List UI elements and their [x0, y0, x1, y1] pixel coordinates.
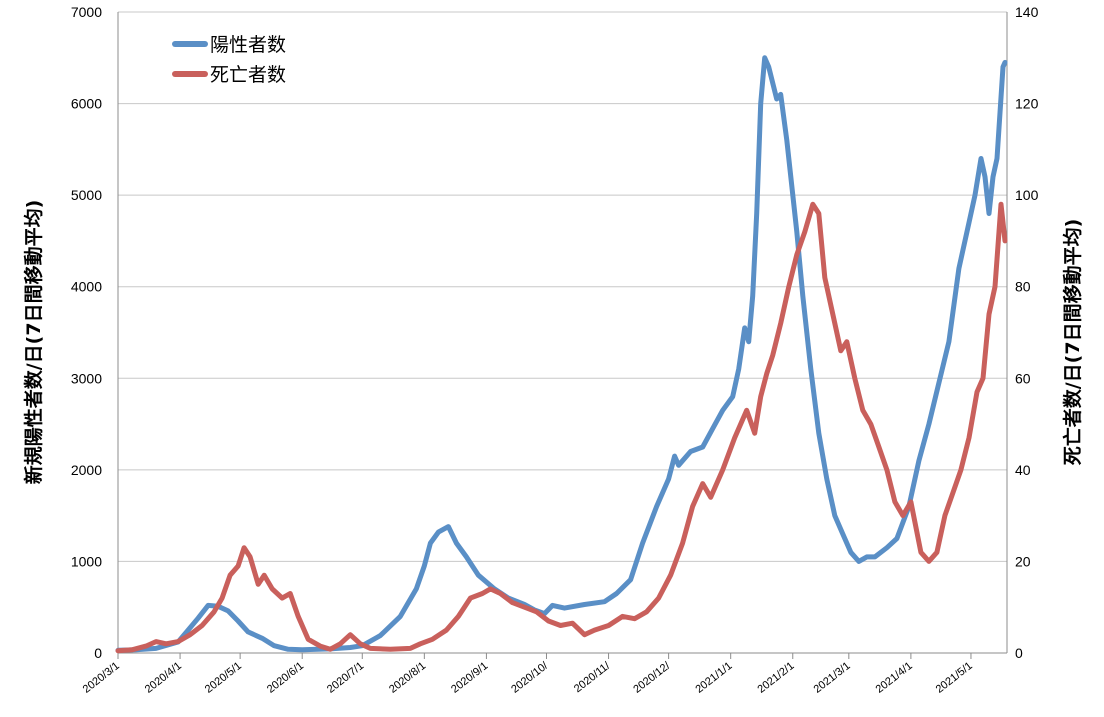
- x-tick-label: 2021/4/1: [874, 660, 915, 696]
- x-tick-labels: 2020/3/1 2020/4/1 2020/5/1 2020/6/1 2020/7/1…: [81, 659, 975, 695]
- series-line-positive: [115, 55, 1008, 653]
- y2-tick-label: 100: [1015, 187, 1039, 203]
- x-tick-label: 2020/11/: [572, 659, 613, 695]
- x-tick-label: 2020/8/1: [387, 660, 428, 696]
- y2-tick-label: 120: [1015, 96, 1039, 112]
- right-y-axis-label: 死亡者数/日(7日間移動平均): [1061, 219, 1084, 466]
- series-layer: [115, 55, 1008, 654]
- y2-tick-label: 20: [1015, 553, 1031, 569]
- x-tick-label: 2021/3/1: [812, 660, 853, 696]
- y2-tick-label: 80: [1015, 279, 1031, 295]
- series-line-deaths: [115, 201, 1008, 654]
- x-tick-label: 2020/10/: [509, 659, 551, 695]
- y-tick-label: 3000: [71, 370, 102, 386]
- x-tick-label: 2021/2/1: [755, 660, 796, 696]
- y-tick-label: 7000: [71, 4, 102, 20]
- y-tick-label: 5000: [71, 187, 102, 203]
- x-tick-label: 2020/12/: [631, 659, 673, 695]
- y2-tick-label: 140: [1015, 4, 1039, 20]
- gridlines: [118, 11, 1007, 562]
- y2-tick-label: 0: [1015, 645, 1023, 661]
- y-tick-label: 0: [94, 645, 102, 661]
- legend-label-deaths: 死亡者数: [210, 64, 286, 86]
- y2-tick-label: 60: [1015, 370, 1031, 386]
- plot-frame: [117, 12, 1008, 659]
- y-tick-label: 1000: [71, 553, 102, 569]
- y-tick-label: 2000: [71, 462, 102, 478]
- x-tick-label: 2020/3/1: [81, 660, 122, 696]
- x-tick-label: 2020/4/1: [143, 660, 184, 696]
- right-y-tick-labels: 0 20 40 60 80 100 120 140: [1015, 4, 1039, 661]
- legend: 陽性者数 死亡者数: [172, 34, 286, 86]
- x-tick-label: 2020/5/1: [203, 660, 244, 696]
- y-tick-label: 6000: [71, 96, 102, 112]
- legend-label-positive: 陽性者数: [210, 34, 286, 56]
- left-y-axis-label: 新規陽性者数/日(7日間移動平均): [22, 200, 45, 485]
- y-tick-label: 4000: [71, 279, 102, 295]
- left-y-tick-labels: 0 1000 2000 3000 4000 5000 6000 7000: [71, 4, 102, 661]
- x-tick-label: 2020/7/1: [325, 660, 366, 696]
- x-tick-label: 2021/5/1: [934, 660, 975, 696]
- x-tick-label: 2020/6/1: [265, 660, 306, 696]
- x-tick-label: 2021/1/1: [693, 660, 734, 696]
- x-tick-label: 2020/9/1: [449, 660, 490, 696]
- y2-tick-label: 40: [1015, 462, 1031, 478]
